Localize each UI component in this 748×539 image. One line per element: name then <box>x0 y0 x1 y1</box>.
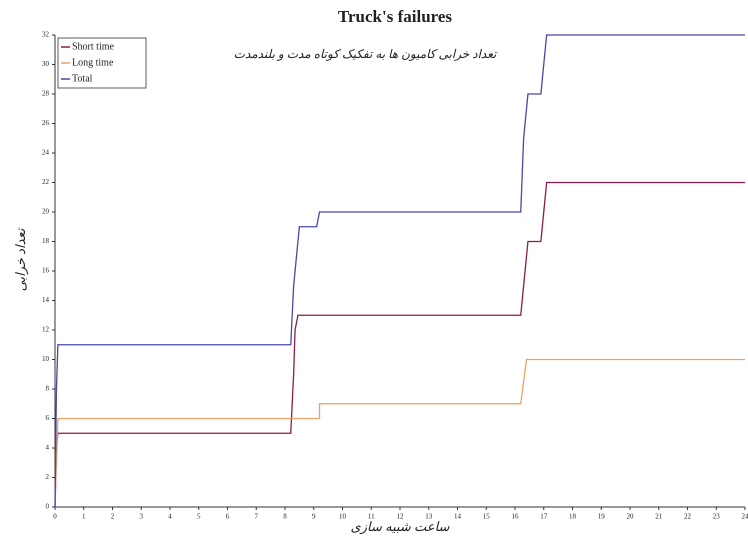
x-tick-label: 14 <box>454 513 462 521</box>
x-tick-label: 9 <box>312 513 316 521</box>
x-tick-label: 22 <box>684 513 692 521</box>
y-tick-label: 16 <box>42 267 50 275</box>
y-tick-label: 24 <box>42 149 50 157</box>
x-tick-label: 21 <box>655 513 663 521</box>
y-tick-label: 32 <box>42 31 50 39</box>
y-tick-label: 12 <box>42 326 50 334</box>
series-line <box>54 358 745 508</box>
x-tick-label: 5 <box>197 513 201 521</box>
y-tick-label: 2 <box>46 473 50 481</box>
x-tick-label: 11 <box>368 513 375 521</box>
x-tick-label: 24 <box>742 513 748 521</box>
x-tick-label: 17 <box>540 513 548 521</box>
x-tick-label: 8 <box>283 513 287 521</box>
x-axis-label: ساعت شبیه سازی <box>351 519 451 535</box>
x-tick-label: 10 <box>339 513 347 521</box>
x-tick-label: 19 <box>598 513 606 521</box>
y-axis-label: تعداد خرابی <box>13 227 29 291</box>
series-line <box>54 34 745 508</box>
chart-subtitle: تعداد خرابی کامیون ها به تفکیک کوتاه مدت… <box>234 47 498 61</box>
y-tick-label: 14 <box>42 296 50 304</box>
x-tick-label: 15 <box>483 513 491 521</box>
x-tick-label: 20 <box>627 513 635 521</box>
y-tick-label: 30 <box>42 60 50 68</box>
y-tick-label: 8 <box>46 385 50 393</box>
y-tick-label: 18 <box>42 237 50 245</box>
series-line <box>54 181 745 508</box>
y-tick-label: 28 <box>42 90 50 98</box>
x-tick-label: 0 <box>53 513 57 521</box>
y-tick-label: 10 <box>42 355 50 363</box>
x-tick-label: 12 <box>397 513 405 521</box>
y-tick-label: 22 <box>42 178 50 186</box>
y-tick-label: 20 <box>42 208 50 216</box>
x-tick-label: 6 <box>226 513 230 521</box>
y-tick-label: 4 <box>46 444 50 452</box>
legend-label: Short time <box>72 41 115 52</box>
x-tick-label: 23 <box>713 513 721 521</box>
chart-title: Truck's failures <box>338 7 453 26</box>
x-tick-label: 7 <box>255 513 259 521</box>
x-tick-label: 1 <box>82 513 86 521</box>
legend-label: Long time <box>72 57 114 68</box>
legend-box <box>57 37 147 89</box>
x-tick-label: 16 <box>512 513 520 521</box>
x-tick-label: 2 <box>111 513 115 521</box>
x-tick-label: 13 <box>425 513 433 521</box>
legend-label: Total <box>72 73 93 84</box>
y-tick-label: 6 <box>46 414 50 422</box>
x-tick-label: 18 <box>569 513 577 521</box>
x-tick-label: 4 <box>168 513 172 521</box>
y-tick-label: 0 <box>46 503 50 511</box>
x-tick-label: 3 <box>140 513 144 521</box>
y-tick-label: 26 <box>42 119 50 127</box>
